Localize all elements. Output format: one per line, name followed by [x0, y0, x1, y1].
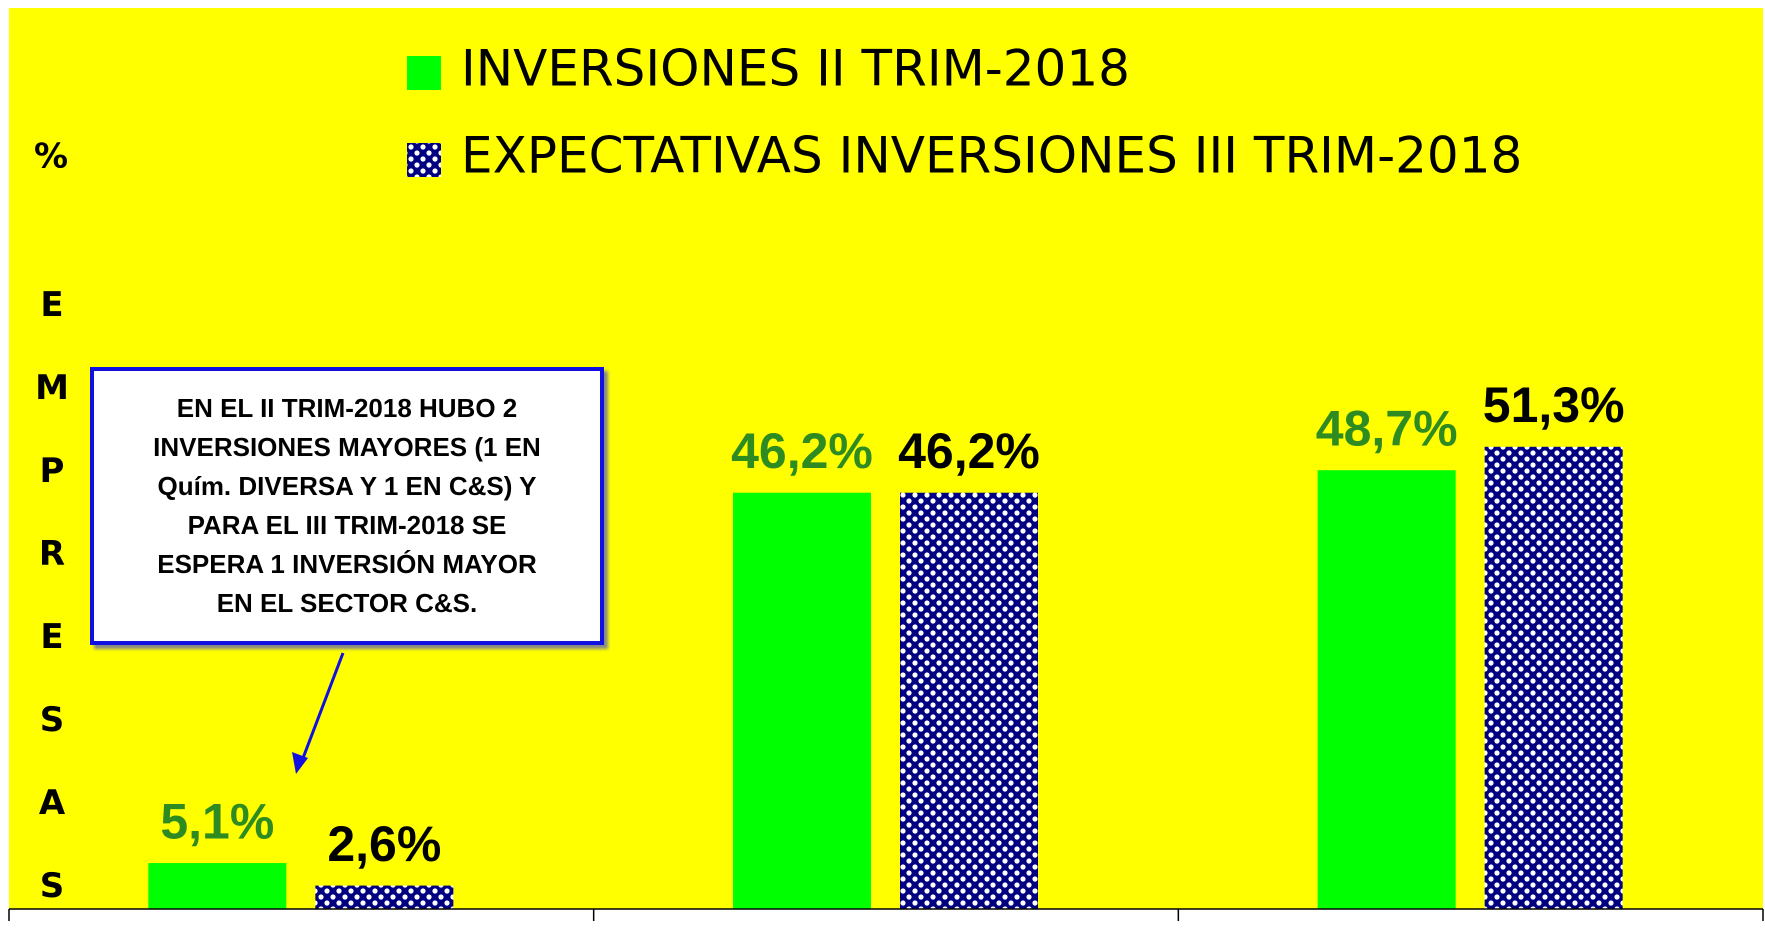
bar — [900, 492, 1038, 909]
bar — [1317, 470, 1456, 909]
annotation-line: EN EL SECTOR C&S. — [216, 588, 478, 618]
legend-label: INVERSIONES II TRIM-2018 — [461, 40, 1130, 98]
y-axis-vertical-label: EMPRESAS — [32, 285, 72, 949]
value-label: 48,7% — [1316, 400, 1458, 456]
bar — [315, 885, 454, 909]
annotation-line: PARA EL III TRIM-2018 SE — [187, 510, 507, 540]
annotation-line: ESPERA 1 INVERSIÓN MAYOR — [157, 549, 537, 579]
legend-swatch — [407, 56, 441, 90]
chart: % INVERSIONES II TRIM-2018 EXPECTATIVAS I… — [8, 8, 1764, 921]
bar — [733, 492, 871, 909]
bar — [1484, 446, 1623, 909]
annotation-line: EN EL II TRIM-2018 HUBO 2 — [176, 393, 518, 423]
y-axis-label: % — [34, 137, 68, 177]
value-label: 2,6% — [327, 816, 441, 872]
value-label: 46,2% — [731, 423, 873, 479]
annotation-line: Quím. DIVERSA Y 1 EN C&S) Y — [157, 471, 537, 501]
annotation-arrow — [298, 652, 345, 767]
value-label: 5,1% — [160, 793, 274, 849]
annotation-arrowhead — [292, 752, 308, 774]
bar — [148, 863, 287, 909]
page: % INVERSIONES II TRIM-2018 EXPECTATIVAS I… — [8, 8, 1764, 949]
legend-swatch — [407, 143, 441, 177]
value-label: 51,3% — [1483, 377, 1625, 433]
annotation-line: INVERSIONES MAYORES (1 EN — [153, 432, 541, 462]
annotation: EN EL II TRIM-2018 HUBO 2 INVERSIONES MAY… — [90, 367, 604, 645]
legend-label: EXPECTATIVAS INVERSIONES III TRIM-2018 — [461, 127, 1522, 185]
value-label: 46,2% — [898, 423, 1040, 479]
